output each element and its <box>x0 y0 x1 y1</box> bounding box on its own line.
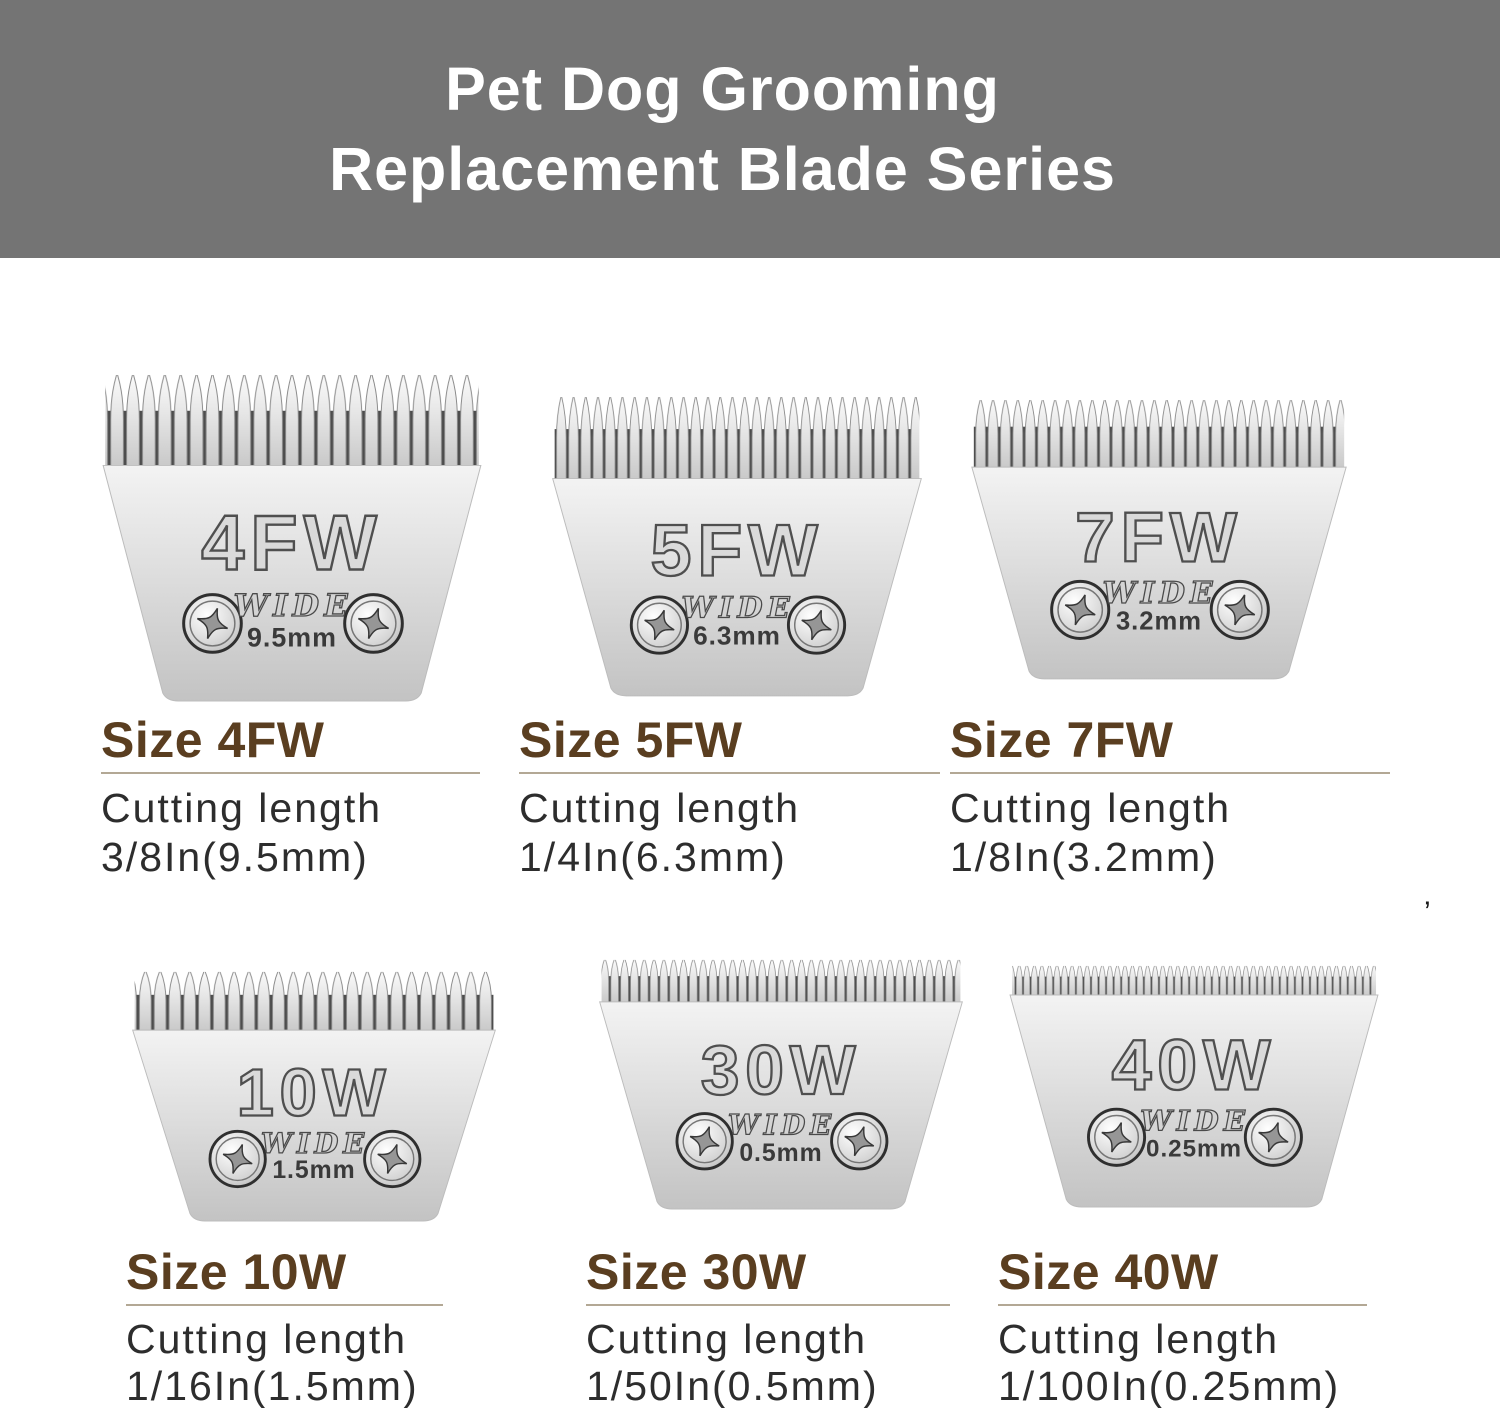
cutting-length-value: 1/4In(6.3mm) <box>519 834 787 880</box>
phillips-screw-icon <box>343 593 404 654</box>
phillips-screw-icon <box>675 1112 734 1171</box>
divider-rule <box>998 1304 1367 1306</box>
blade-caption-7fw: Size 7FW Cutting length 1/8In(3.2mm) <box>950 714 1390 882</box>
phillips-screw-icon <box>363 1129 422 1189</box>
blade-size-code: 10W <box>237 1057 392 1131</box>
cutting-length-value: 1/16In(1.5mm) <box>126 1363 419 1408</box>
blade-teeth <box>554 397 920 483</box>
size-heading: Size 40W <box>998 1244 1219 1300</box>
blade-wide-label: WIDE <box>1103 575 1218 610</box>
size-heading: Size 30W <box>586 1244 807 1300</box>
cutting-length-label: Cutting length <box>586 1316 868 1362</box>
stray-apostrophe-mark: ’ <box>1424 896 1431 929</box>
blade-caption-4fw: Size 4FW Cutting length 3/8In(9.5mm) <box>101 714 480 882</box>
divider-rule <box>519 772 940 774</box>
blade-wide-label: WIDE <box>728 1108 836 1141</box>
blade-mm-label: 6.3mm <box>693 621 781 651</box>
header-title-line2: Replacement Blade Series <box>329 135 1116 203</box>
size-heading: Size 4FW <box>101 712 325 768</box>
blade-caption-40w: Size 40W Cutting length 1/100In(0.25mm) <box>998 1246 1367 1408</box>
blade-mm-label: 0.25mm <box>1146 1135 1242 1162</box>
blade-photo-4fw: 4FW WIDE 9.5mm <box>102 374 482 702</box>
blade-wide-label: WIDE <box>681 591 794 625</box>
phillips-screw-icon <box>1050 579 1111 640</box>
phillips-screw-icon <box>208 1129 267 1189</box>
phillips-screw-icon <box>786 595 847 655</box>
cutting-length-label: Cutting length <box>101 785 383 831</box>
blade-size-code: 4FW <box>201 500 383 586</box>
phillips-screw-icon <box>1209 579 1270 640</box>
blade-caption-5fw: Size 5FW Cutting length 1/4In(6.3mm) <box>519 714 940 882</box>
divider-rule <box>126 1304 443 1306</box>
blade-photo-7fw: 7FW WIDE 3.2mm <box>971 400 1347 680</box>
blade-size-code: 30W <box>701 1031 861 1109</box>
blade-teeth <box>973 400 1345 472</box>
header-banner: Pet Dog Grooming Replacement Blade Serie… <box>0 0 1500 258</box>
blade-size-code: 7FW <box>1075 499 1242 578</box>
cutting-length-value: 1/8In(3.2mm) <box>950 834 1218 880</box>
blade-caption-30w: Size 30W Cutting length 1/50In(0.5mm) <box>586 1246 950 1408</box>
phillips-screw-icon <box>1087 1107 1147 1167</box>
blade-teeth <box>134 971 494 1034</box>
cutting-length-value: 3/8In(9.5mm) <box>101 834 369 880</box>
size-heading: Size 5FW <box>519 712 743 768</box>
blade-mm-label: 1.5mm <box>272 1157 355 1184</box>
phillips-screw-icon <box>1243 1107 1303 1167</box>
blade-photo-30w: 30W WIDE 0.5mm <box>599 959 963 1210</box>
phillips-screw-icon <box>830 1112 889 1171</box>
cutting-length-label: Cutting length <box>126 1316 408 1362</box>
header-title-line1: Pet Dog Grooming <box>445 55 1000 123</box>
blade-photo-5fw: 5FW WIDE 6.3mm <box>552 397 922 697</box>
divider-rule <box>950 772 1390 774</box>
blade-photo-10w: 10W WIDE 1.5mm <box>132 971 496 1222</box>
cutting-length-label: Cutting length <box>998 1316 1280 1362</box>
divider-rule <box>586 1304 950 1306</box>
size-heading: Size 10W <box>126 1244 347 1300</box>
blade-photo-40w: 40W WIDE 0.25mm <box>1009 965 1379 1208</box>
blade-teeth <box>1011 965 1377 999</box>
blade-mm-label: 9.5mm <box>247 622 337 652</box>
size-heading: Size 7FW <box>950 712 1174 768</box>
blade-wide-label: WIDE <box>1140 1104 1250 1137</box>
blade-size-code: 5FW <box>650 509 823 592</box>
cutting-length-label: Cutting length <box>519 785 801 831</box>
cutting-length-value: 1/50In(0.5mm) <box>586 1363 879 1408</box>
blade-mm-label: 3.2mm <box>1116 607 1202 635</box>
blade-mm-label: 0.5mm <box>739 1140 822 1167</box>
blade-caption-10w: Size 10W Cutting length 1/16In(1.5mm) <box>126 1246 443 1408</box>
blade-wide-label: WIDE <box>261 1127 369 1160</box>
divider-rule <box>101 772 480 774</box>
blade-teeth <box>105 374 479 470</box>
cutting-length-label: Cutting length <box>950 785 1232 831</box>
blade-size-code: 40W <box>1112 1025 1277 1105</box>
blade-teeth <box>601 959 961 1006</box>
blade-wide-label: WIDE <box>233 588 352 624</box>
phillips-screw-icon <box>629 595 689 655</box>
cutting-length-value: 1/100In(0.25mm) <box>998 1363 1341 1408</box>
